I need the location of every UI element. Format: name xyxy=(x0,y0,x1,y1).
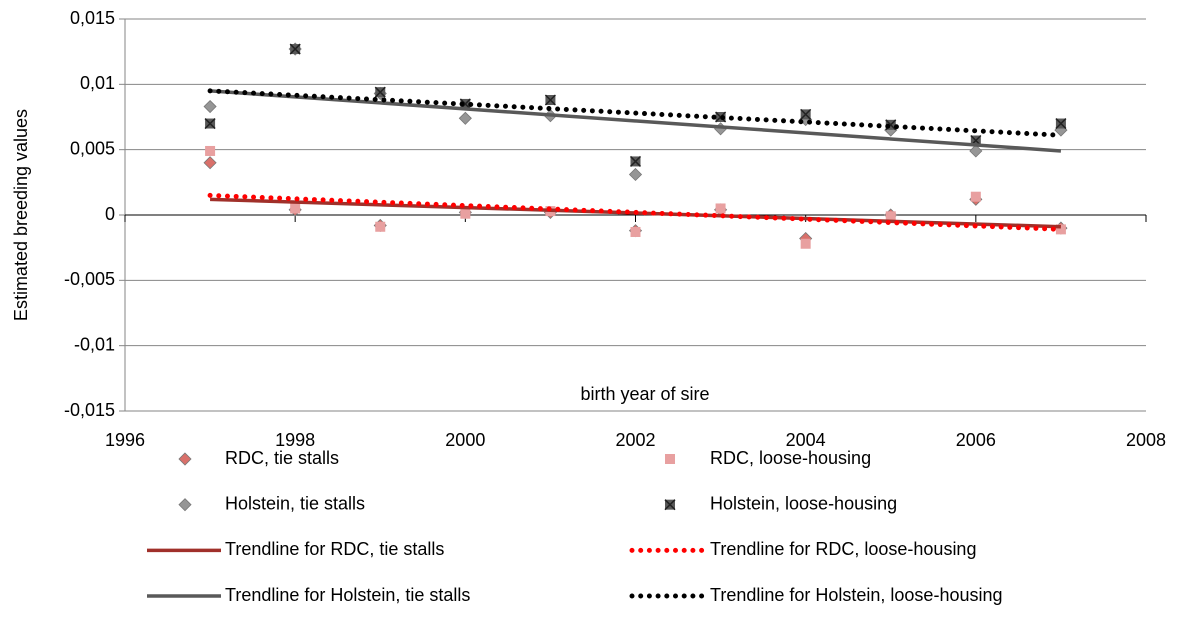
x-cross xyxy=(544,94,556,106)
x-tick-label: 1998 xyxy=(275,430,315,450)
y-tick-label: 0,005 xyxy=(70,138,115,158)
y-tick-label: 0 xyxy=(105,204,115,224)
legend-label: RDC, loose-housing xyxy=(710,448,871,468)
legend-label: Holstein, loose-housing xyxy=(710,493,897,513)
marker xyxy=(290,203,301,214)
square xyxy=(715,203,726,214)
marker xyxy=(800,108,812,120)
marker xyxy=(178,498,192,512)
marker xyxy=(178,452,192,466)
marker xyxy=(629,155,642,167)
x-tick-label: 2004 xyxy=(786,430,826,450)
legend-label: RDC, tie stalls xyxy=(225,448,339,468)
y-axis-label: Estimated breeding values xyxy=(11,109,31,321)
marker xyxy=(630,226,641,237)
marker xyxy=(1055,224,1066,235)
x-cross xyxy=(800,108,812,120)
trendline xyxy=(209,89,1062,153)
diamond xyxy=(178,452,192,466)
square xyxy=(460,208,471,219)
marker xyxy=(715,203,726,214)
square xyxy=(970,191,981,202)
x-tick-label: 2006 xyxy=(956,430,996,450)
square xyxy=(885,211,896,222)
x-cross xyxy=(204,118,216,130)
marker xyxy=(289,43,301,55)
square xyxy=(290,203,301,214)
marker xyxy=(969,144,983,158)
square xyxy=(630,226,641,237)
y-tick-label: -0,015 xyxy=(64,400,115,420)
x-cross xyxy=(629,155,642,167)
marker xyxy=(628,167,643,182)
square xyxy=(665,454,675,464)
diamond xyxy=(969,144,983,158)
x-tick-label: 2002 xyxy=(615,430,655,450)
marker xyxy=(544,94,556,106)
marker xyxy=(1055,118,1067,130)
x-tick-label: 2000 xyxy=(445,430,485,450)
square xyxy=(375,221,386,232)
legend-label: Trendline for Holstein, loose-housing xyxy=(710,585,1003,605)
square xyxy=(800,238,811,249)
marker xyxy=(664,499,676,511)
diamond xyxy=(458,111,472,125)
y-tick-label: -0,01 xyxy=(74,334,115,354)
marker xyxy=(800,238,811,249)
marker xyxy=(458,111,472,125)
legend-label: Trendline for Holstein, tie stalls xyxy=(225,585,470,605)
y-tick-label: 0,015 xyxy=(70,8,115,28)
square xyxy=(205,145,216,156)
y-tick-label: -0,005 xyxy=(64,269,115,289)
x-cross xyxy=(289,43,301,55)
x-cross xyxy=(374,86,386,98)
x-tick-label: 1996 xyxy=(105,430,145,450)
diamond xyxy=(178,498,192,512)
legend-label: Holstein, tie stalls xyxy=(225,493,365,513)
diamond xyxy=(628,167,643,182)
x-axis-label: birth year of sire xyxy=(580,384,709,404)
legend-label: Trendline for RDC, tie stalls xyxy=(225,539,444,559)
y-tick-label: 0,01 xyxy=(80,73,115,93)
marker xyxy=(205,145,216,156)
diamond xyxy=(203,156,217,170)
marker xyxy=(885,211,896,222)
marker xyxy=(460,208,471,219)
marker xyxy=(374,86,386,98)
x-tick-label: 2008 xyxy=(1126,430,1166,450)
diamond xyxy=(203,99,217,114)
x-cross xyxy=(664,499,676,511)
square xyxy=(1055,224,1066,235)
marker xyxy=(665,454,675,464)
marker xyxy=(203,156,217,170)
marker xyxy=(203,99,217,114)
marker xyxy=(375,221,386,232)
trendline xyxy=(207,88,1064,138)
legend-label: Trendline for RDC, loose-housing xyxy=(710,539,976,559)
trendline xyxy=(207,192,1064,232)
marker xyxy=(970,191,981,202)
marker xyxy=(204,118,216,130)
x-cross xyxy=(1055,118,1067,130)
